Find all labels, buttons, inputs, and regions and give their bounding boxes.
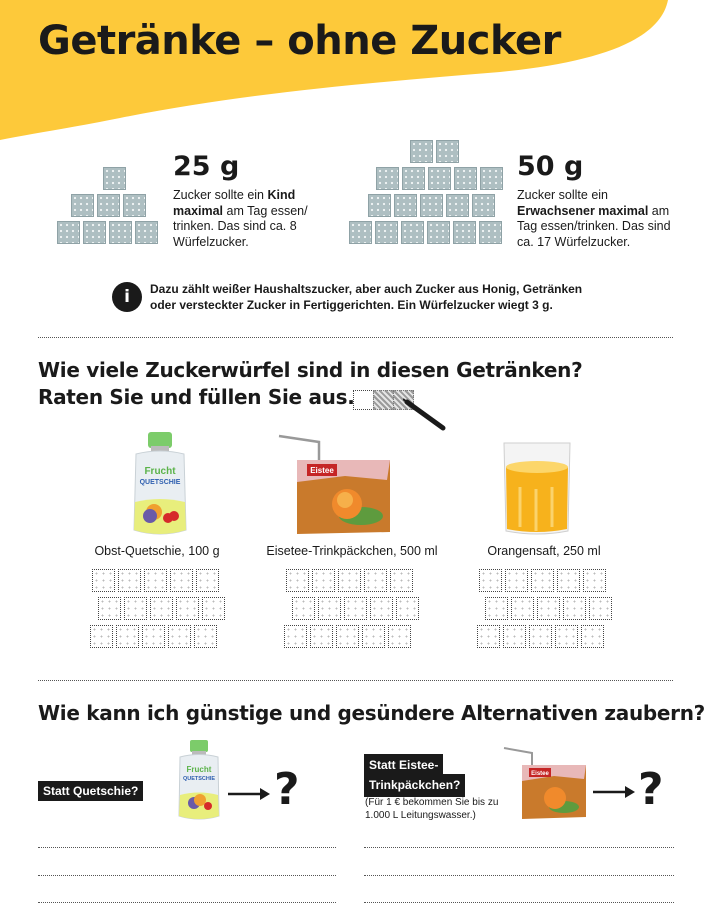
answer-line[interactable] xyxy=(364,847,674,848)
info-icon: i xyxy=(112,282,142,312)
tap-water-note: (Für 1 € bekommen Sie bis zu 1.000 L Lei… xyxy=(365,797,499,821)
answer-line[interactable] xyxy=(364,875,674,876)
alternatives-heading: Wie kann ich günstige und gesündere Alte… xyxy=(38,701,705,725)
drink-caption-orangensaft: Orangensaft, 250 ml xyxy=(487,544,601,558)
arrow-right-icon xyxy=(228,788,270,800)
tag-statt-quetschie: Statt Quetschie? xyxy=(38,781,144,801)
child-sugar-text: Zucker sollte ein Kind maximal am Tag es… xyxy=(173,188,308,249)
tag-statt-eistee: Statt Eistee- xyxy=(364,754,444,777)
adult-sugar-amount: 50 g xyxy=(517,151,584,182)
page-title: Getränke – ohne Zucker xyxy=(38,18,561,64)
arrow-right-icon xyxy=(593,786,635,798)
header-background-shape xyxy=(0,0,668,140)
adult-sugar-text: Zucker sollte ein Erwachsener maximal am… xyxy=(517,188,671,249)
info-text: Dazu zählt weißer Haushaltszucker, aber … xyxy=(150,282,583,312)
pouch-small-label-1: Frucht xyxy=(187,765,212,774)
quiz-heading-line2: Raten Sie und füllen Sie aus. xyxy=(38,385,355,409)
fruit-pouch-image: Frucht QUETSCHIE xyxy=(133,432,187,535)
answer-question-mark: ? xyxy=(638,764,664,815)
pencil-fill-illustration xyxy=(353,390,448,434)
pouch-label-2: QUETSCHIE xyxy=(140,479,181,486)
pouch-label-1: Frucht xyxy=(144,466,176,477)
fruit-pouch-small-image: Frucht QUETSCHIE xyxy=(178,740,220,820)
answer-line[interactable] xyxy=(38,847,336,848)
answer-line[interactable] xyxy=(38,902,336,903)
answer-line[interactable] xyxy=(364,902,674,903)
pack-label: Eistee xyxy=(310,466,334,475)
tag-statt-eistee-line2: Trinkpäckchen? xyxy=(364,774,466,797)
answer-line[interactable] xyxy=(38,875,336,876)
pack-small-label: Eistee xyxy=(531,771,549,777)
ice-tea-carton-image: Eistee xyxy=(278,434,390,534)
ice-tea-carton-small-image: Eistee xyxy=(503,747,586,819)
child-sugar-amount: 25 g xyxy=(173,151,240,182)
drink-caption-eistee: Eisetee-Trinkpäckchen, 500 ml xyxy=(266,544,438,558)
orange-juice-glass-image xyxy=(503,442,571,535)
pouch-small-label-2: QUETSCHIE xyxy=(183,776,215,782)
pencil-icon xyxy=(403,398,446,431)
answer-question-mark: ? xyxy=(274,764,300,815)
divider xyxy=(38,337,673,338)
divider xyxy=(38,680,673,681)
drink-caption-quetschie: Obst-Quetschie, 100 g xyxy=(94,544,220,558)
quiz-heading-line1: Wie viele Zuckerwürfel sind in diesen Ge… xyxy=(38,358,583,382)
